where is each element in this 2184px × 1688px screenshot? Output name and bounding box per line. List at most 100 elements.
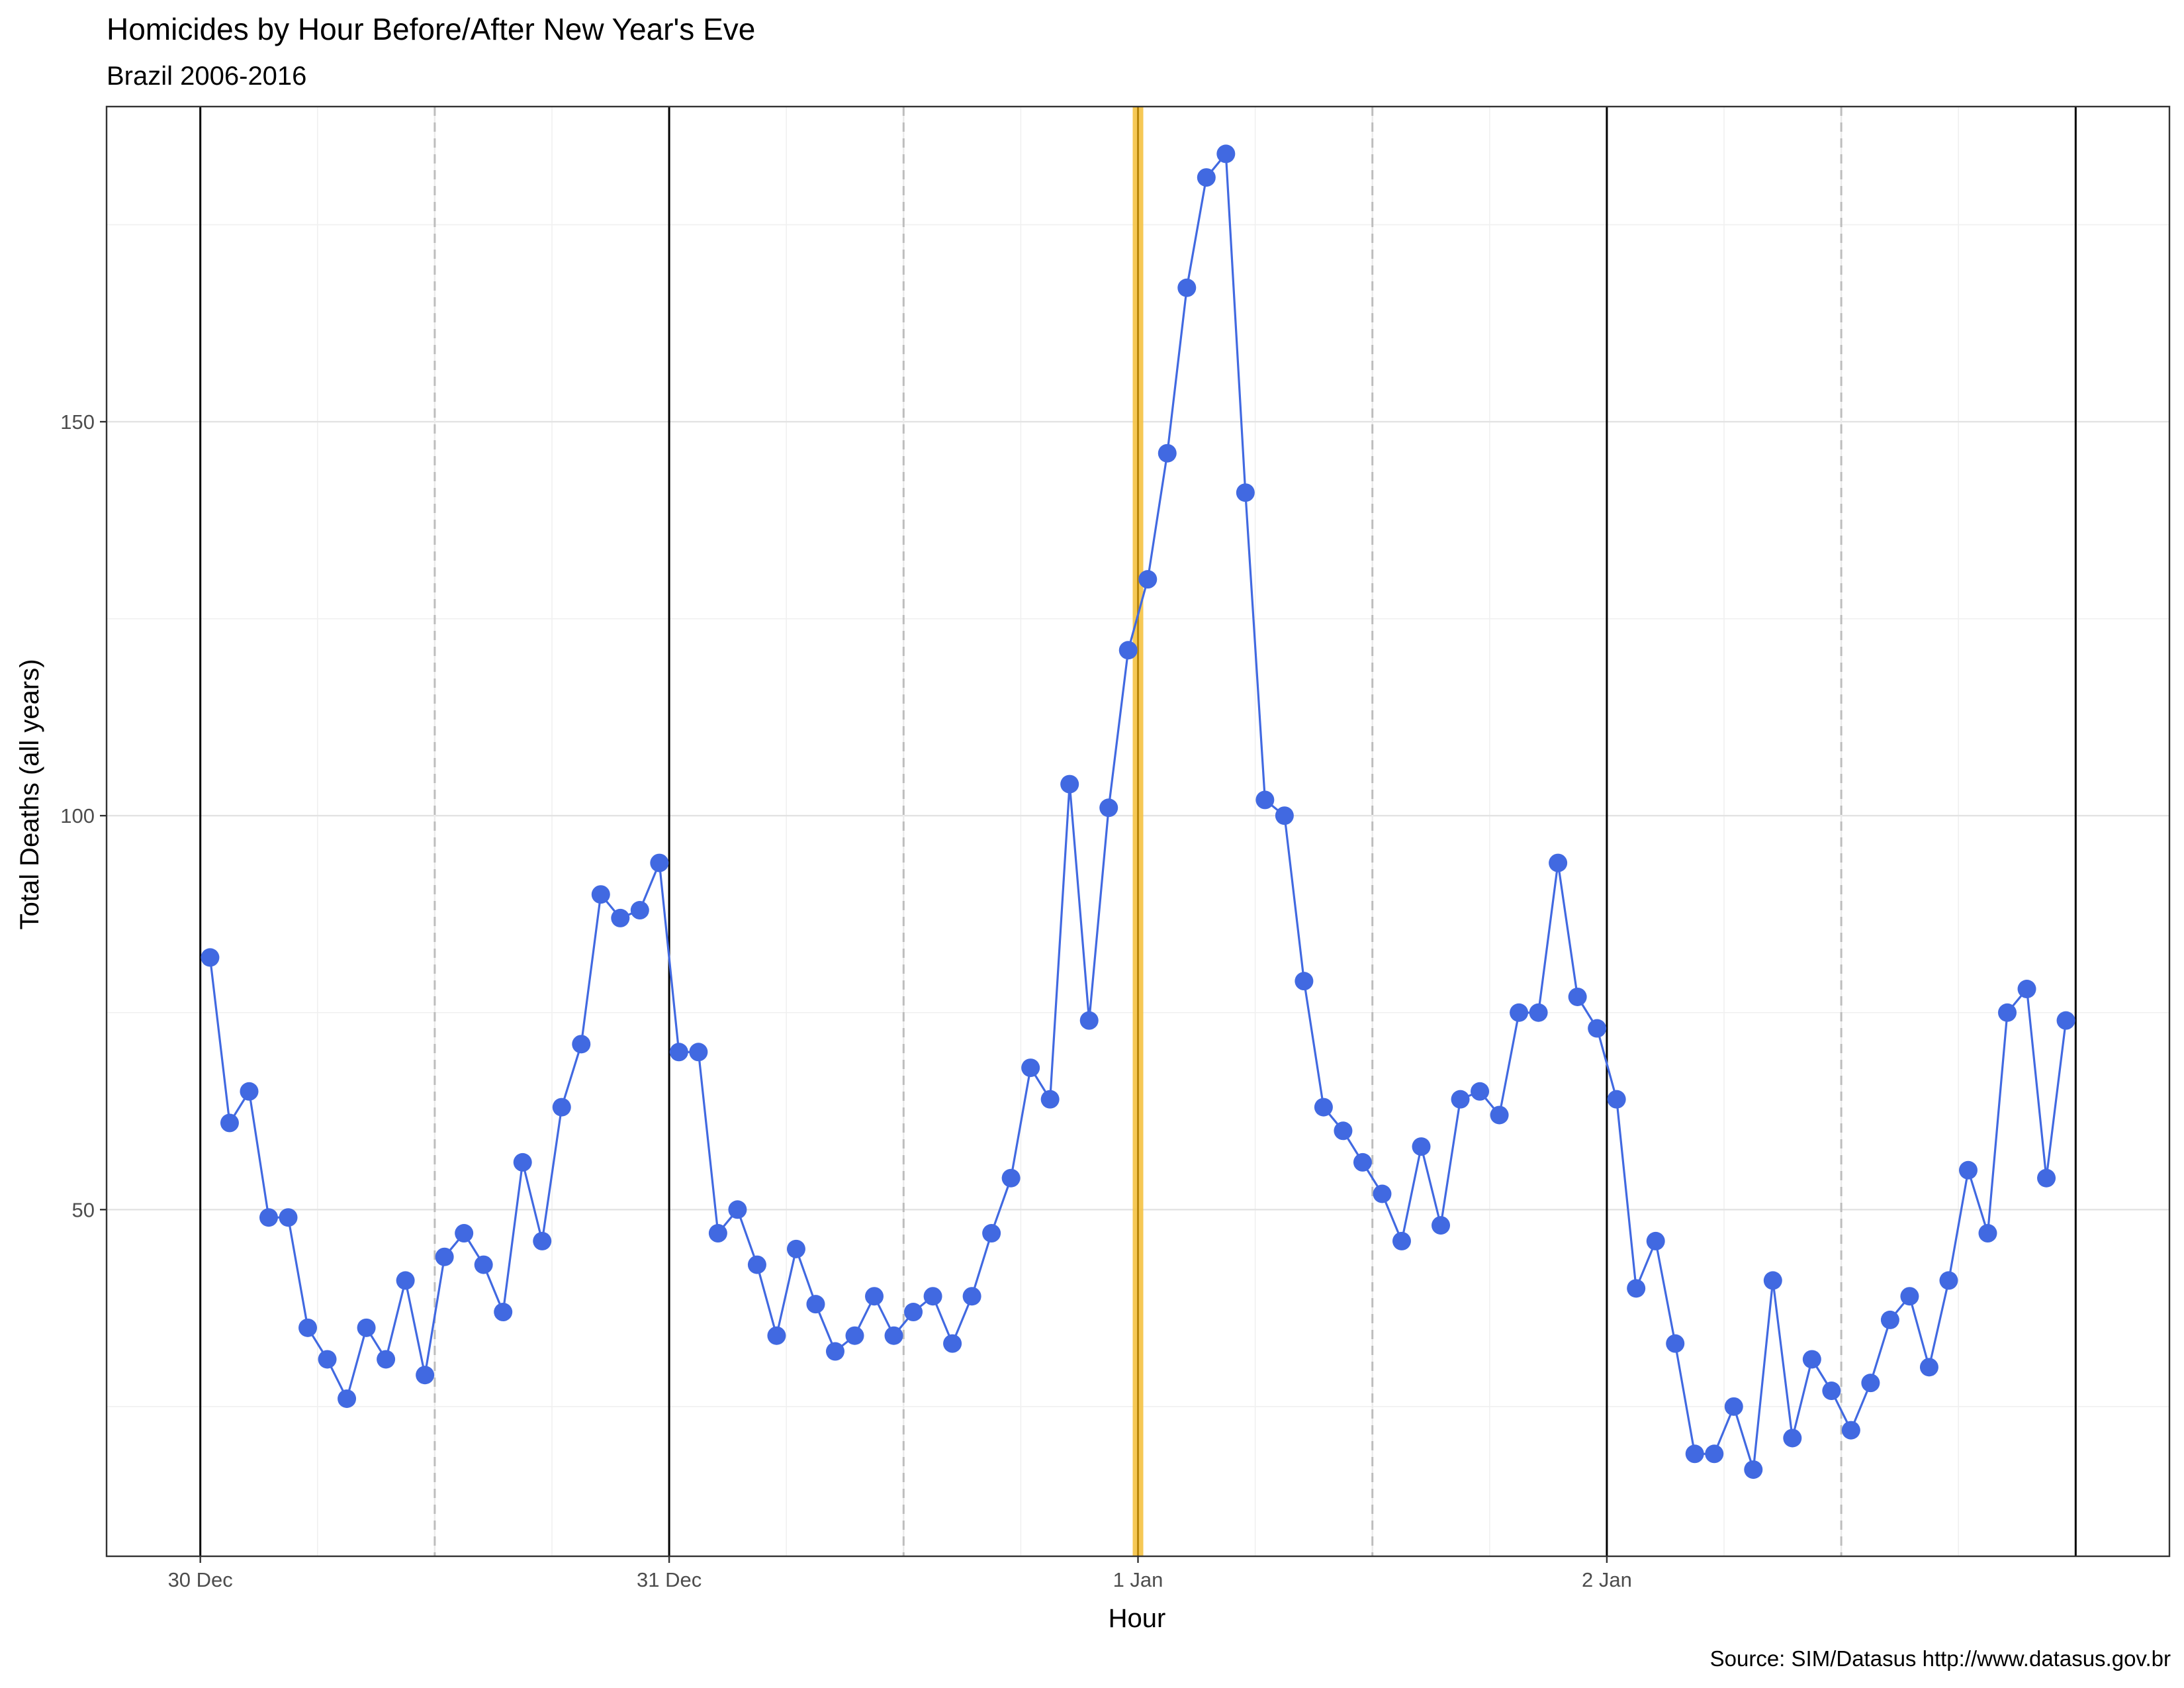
data-point xyxy=(1958,1160,1978,1180)
data-point xyxy=(1060,774,1079,794)
data-point xyxy=(513,1152,532,1172)
data-point xyxy=(806,1295,825,1314)
data-point xyxy=(2056,1011,2075,1030)
data-point xyxy=(689,1043,708,1062)
data-point xyxy=(669,1043,688,1062)
data-point xyxy=(1432,1216,1451,1235)
data-point xyxy=(1177,278,1197,297)
data-point xyxy=(298,1318,318,1337)
data-point xyxy=(1510,1003,1529,1022)
x-tick-label: 31 Dec xyxy=(637,1568,702,1591)
data-point xyxy=(591,885,610,904)
data-point xyxy=(1490,1105,1509,1125)
data-point xyxy=(259,1208,278,1227)
data-point xyxy=(1939,1271,1958,1290)
data-point xyxy=(1314,1098,1333,1117)
data-point xyxy=(1275,806,1294,825)
y-tick-label: 100 xyxy=(60,804,95,827)
data-point xyxy=(786,1239,805,1258)
data-point xyxy=(1998,1003,2017,1022)
data-point xyxy=(318,1350,337,1369)
data-point xyxy=(1705,1444,1724,1464)
data-point xyxy=(1802,1350,1821,1369)
data-point xyxy=(533,1231,552,1250)
data-point xyxy=(865,1287,884,1306)
data-point xyxy=(1568,987,1587,1006)
x-tick-label: 2 Jan xyxy=(1582,1568,1632,1591)
data-point xyxy=(1841,1421,1860,1440)
data-point xyxy=(1880,1310,1899,1329)
data-point xyxy=(1412,1137,1431,1156)
x-tick-label: 30 Dec xyxy=(168,1568,233,1591)
y-axis-title: Total Deaths (all years) xyxy=(15,659,44,929)
data-point xyxy=(1451,1090,1470,1109)
data-point xyxy=(1295,972,1314,991)
data-point xyxy=(1588,1019,1607,1038)
data-point xyxy=(1549,853,1568,872)
data-point xyxy=(708,1224,727,1243)
data-point xyxy=(1783,1429,1802,1448)
y-tick-label: 50 xyxy=(72,1198,95,1221)
data-point xyxy=(1138,570,1158,589)
data-point xyxy=(1040,1090,1060,1109)
series-line-group xyxy=(208,152,2068,1471)
data-point xyxy=(1255,790,1275,810)
data-point xyxy=(220,1113,239,1133)
data-point xyxy=(1197,168,1216,187)
data-point xyxy=(1627,1279,1646,1298)
data-point xyxy=(552,1098,571,1117)
data-point xyxy=(923,1287,942,1306)
data-point xyxy=(1158,444,1177,463)
data-point xyxy=(2037,1168,2056,1188)
data-point xyxy=(240,1082,259,1101)
data-point xyxy=(1900,1287,1919,1306)
day-boundary-lines xyxy=(199,107,2077,1556)
data-point xyxy=(357,1318,376,1337)
data-point xyxy=(572,1035,591,1054)
data-point xyxy=(1001,1168,1021,1188)
data-point xyxy=(728,1200,747,1219)
data-point xyxy=(416,1366,435,1385)
data-point xyxy=(1334,1121,1353,1141)
data-point xyxy=(630,901,649,920)
chart-subtitle: Brazil 2006-2016 xyxy=(107,62,306,91)
data-point xyxy=(1822,1382,1841,1401)
data-point xyxy=(396,1271,415,1290)
chart-title: Homicides by Hour Before/After New Year'… xyxy=(107,12,755,46)
data-point xyxy=(1978,1224,1997,1243)
x-tick-label: 1 Jan xyxy=(1113,1568,1163,1591)
data-point xyxy=(982,1224,1001,1243)
source-caption: Source: SIM/Datasus http://www.datasus.g… xyxy=(1710,1646,2171,1671)
data-point xyxy=(611,908,630,927)
data-point xyxy=(474,1255,493,1274)
series-points-group xyxy=(201,144,2075,1479)
data-point xyxy=(338,1389,357,1408)
new-year-highlight xyxy=(1132,107,1144,1556)
data-point xyxy=(1919,1358,1938,1377)
data-point xyxy=(1763,1271,1782,1290)
data-point xyxy=(825,1342,844,1361)
data-point xyxy=(1236,483,1255,502)
data-point xyxy=(1353,1152,1372,1172)
series-line xyxy=(208,152,2068,1471)
y-tick-label: 150 xyxy=(60,410,95,434)
x-axis-ticks: 30 Dec 31 Dec 1 Jan 2 Jan xyxy=(168,1556,1632,1591)
y-axis-ticks: 50 100 150 xyxy=(60,410,107,1221)
data-point xyxy=(2017,980,2036,999)
data-point xyxy=(1724,1397,1743,1416)
data-point xyxy=(884,1326,903,1345)
data-point xyxy=(650,853,669,872)
data-point xyxy=(1861,1374,1880,1393)
x-axis-title: Hour xyxy=(1109,1604,1166,1633)
data-point xyxy=(1685,1444,1704,1464)
data-point xyxy=(455,1224,474,1243)
data-point xyxy=(1216,144,1236,164)
data-point xyxy=(1118,641,1138,660)
data-point xyxy=(201,948,220,967)
data-point xyxy=(1666,1334,1685,1353)
data-point xyxy=(904,1303,923,1322)
data-point xyxy=(1373,1184,1392,1203)
data-point xyxy=(1471,1082,1490,1101)
data-point xyxy=(962,1287,981,1306)
